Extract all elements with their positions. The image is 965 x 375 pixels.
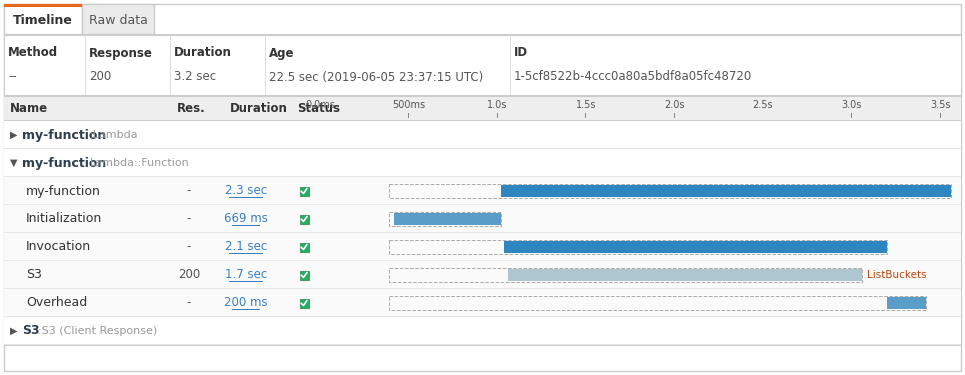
Text: 1-5cf8522b-4ccc0a80a5bdf8a05fc48720: 1-5cf8522b-4ccc0a80a5bdf8a05fc48720 bbox=[514, 70, 753, 84]
Text: 200: 200 bbox=[89, 70, 111, 84]
Bar bbox=[4, 121, 961, 149]
Text: 1.0s: 1.0s bbox=[487, 100, 508, 110]
Text: my-function: my-function bbox=[22, 129, 106, 141]
Bar bbox=[299, 298, 309, 307]
Bar bbox=[82, 4, 154, 34]
Bar bbox=[4, 345, 961, 346]
Bar bbox=[299, 243, 309, 252]
Text: Invocation: Invocation bbox=[26, 240, 91, 254]
Bar bbox=[887, 297, 926, 309]
Text: -: - bbox=[187, 184, 191, 198]
Text: 3.2 sec: 3.2 sec bbox=[174, 70, 216, 84]
Bar bbox=[4, 232, 961, 233]
Text: 200 ms: 200 ms bbox=[224, 297, 268, 309]
Text: Lambda::Function: Lambda::Function bbox=[90, 158, 189, 168]
Bar bbox=[232, 225, 261, 226]
Text: ▼: ▼ bbox=[10, 158, 17, 168]
Text: Status: Status bbox=[297, 102, 340, 114]
Text: ID: ID bbox=[514, 46, 528, 60]
Bar bbox=[4, 96, 961, 120]
Bar bbox=[299, 186, 309, 195]
Bar bbox=[505, 241, 887, 253]
Bar bbox=[389, 240, 887, 254]
Bar bbox=[4, 289, 961, 317]
Text: ListBuckets: ListBuckets bbox=[868, 270, 927, 280]
Bar bbox=[299, 270, 309, 279]
Text: Timeline: Timeline bbox=[14, 13, 73, 27]
Text: Overhead: Overhead bbox=[26, 297, 87, 309]
Text: :S3 (Client Response): :S3 (Client Response) bbox=[38, 326, 157, 336]
Text: -: - bbox=[187, 240, 191, 254]
Text: ▶: ▶ bbox=[10, 130, 17, 140]
Text: 1.7 sec: 1.7 sec bbox=[225, 268, 267, 282]
Text: --: -- bbox=[8, 70, 16, 84]
Bar bbox=[4, 4, 82, 7]
Bar bbox=[4, 261, 961, 289]
Text: S3: S3 bbox=[26, 268, 41, 282]
Text: 3.0s: 3.0s bbox=[841, 100, 862, 110]
Bar bbox=[4, 233, 961, 261]
Text: Raw data: Raw data bbox=[89, 13, 148, 27]
Bar bbox=[4, 288, 961, 289]
Bar bbox=[265, 35, 266, 95]
Text: 2.0s: 2.0s bbox=[664, 100, 685, 110]
Text: 0.0ms: 0.0ms bbox=[305, 100, 335, 110]
Bar bbox=[4, 316, 961, 317]
Bar bbox=[389, 212, 501, 226]
Bar bbox=[4, 260, 961, 261]
Bar bbox=[510, 35, 511, 95]
Text: 2.1 sec: 2.1 sec bbox=[225, 240, 267, 254]
Bar bbox=[85, 35, 86, 95]
Text: Duration: Duration bbox=[230, 102, 288, 114]
Text: Age: Age bbox=[269, 46, 294, 60]
Bar bbox=[4, 344, 961, 345]
Bar bbox=[4, 205, 961, 233]
Text: Method: Method bbox=[8, 46, 58, 60]
Bar bbox=[232, 309, 261, 310]
Bar bbox=[4, 35, 961, 95]
Text: :Lambda: :Lambda bbox=[90, 130, 138, 140]
Bar bbox=[4, 177, 961, 205]
Text: 2.3 sec: 2.3 sec bbox=[225, 184, 267, 198]
Bar bbox=[230, 281, 262, 282]
Bar bbox=[299, 214, 309, 223]
Text: ▶: ▶ bbox=[10, 326, 17, 336]
Bar bbox=[4, 176, 961, 177]
Bar bbox=[4, 120, 961, 121]
Text: my-function: my-function bbox=[26, 184, 101, 198]
Bar bbox=[230, 253, 262, 254]
Bar bbox=[389, 296, 926, 310]
Text: 1.5s: 1.5s bbox=[575, 100, 596, 110]
Text: -: - bbox=[187, 213, 191, 225]
Text: Initialization: Initialization bbox=[26, 213, 102, 225]
Bar bbox=[4, 4, 82, 34]
Bar bbox=[4, 149, 961, 177]
Text: my-function: my-function bbox=[22, 156, 106, 170]
Bar bbox=[4, 204, 961, 205]
Bar bbox=[4, 96, 961, 97]
Text: 200: 200 bbox=[178, 268, 200, 282]
Text: -: - bbox=[187, 297, 191, 309]
Bar bbox=[389, 268, 863, 282]
Bar bbox=[508, 269, 863, 281]
Text: S3: S3 bbox=[22, 324, 40, 338]
Bar bbox=[4, 317, 961, 345]
Bar bbox=[170, 35, 171, 95]
Bar bbox=[4, 148, 961, 149]
Text: Duration: Duration bbox=[174, 46, 232, 60]
Bar bbox=[230, 197, 262, 198]
Text: Response: Response bbox=[89, 46, 152, 60]
Text: 500ms: 500ms bbox=[392, 100, 426, 110]
Bar bbox=[395, 213, 501, 225]
Text: 22.5 sec (2019-06-05 23:37:15 UTC): 22.5 sec (2019-06-05 23:37:15 UTC) bbox=[269, 70, 483, 84]
Text: Name: Name bbox=[10, 102, 48, 114]
Text: Res.: Res. bbox=[177, 102, 206, 114]
Bar bbox=[389, 184, 951, 198]
Text: 3.5s: 3.5s bbox=[930, 100, 951, 110]
Bar bbox=[4, 34, 961, 35]
Text: 2.5s: 2.5s bbox=[753, 100, 773, 110]
Text: 669 ms: 669 ms bbox=[224, 213, 268, 225]
Bar bbox=[501, 185, 951, 197]
